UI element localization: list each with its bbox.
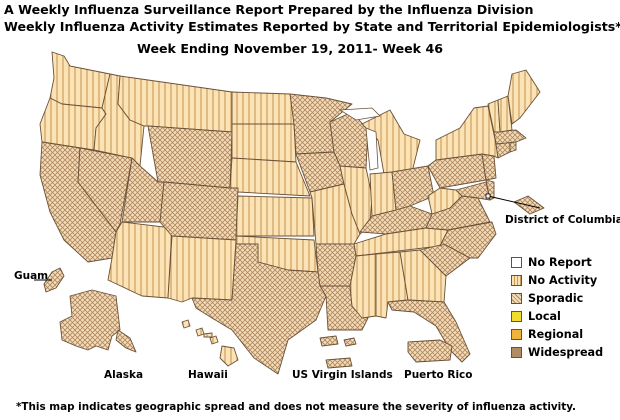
state-north-dakota	[231, 91, 295, 125]
territory-hawaii-oahu	[195, 327, 205, 337]
legend-item-local: Local	[511, 307, 603, 325]
local-swatch	[511, 310, 522, 322]
week-label: Week Ending November 19, 2011- Week 46	[137, 41, 443, 56]
state-texas	[191, 243, 327, 375]
state-wyoming	[147, 125, 233, 189]
state-new-york	[435, 105, 499, 161]
legend-item-widespread: Widespread	[511, 343, 603, 361]
label-puerto-rico: Puerto Rico	[404, 369, 473, 381]
lake-michigan	[365, 127, 379, 171]
state-kansas	[235, 195, 315, 237]
state-new-mexico	[167, 235, 237, 303]
state-new-hampshire	[497, 95, 513, 133]
lake-superior	[338, 107, 381, 121]
state-maryland	[455, 181, 491, 201]
state-massachusetts	[493, 129, 527, 145]
sporadic-swatch	[511, 292, 522, 304]
territory-hawaii-molokai	[203, 332, 213, 338]
legend-label: Widespread	[528, 345, 604, 359]
territory-hawaii-big	[219, 345, 239, 367]
territory-puerto-rico	[407, 339, 453, 363]
state-arkansas	[315, 243, 357, 287]
state-delaware	[485, 179, 495, 201]
map-legend: No Report No Activity Sporadic Local Reg…	[511, 253, 603, 361]
state-rhode-island	[509, 141, 517, 153]
territory-hawaii-kauai	[181, 319, 191, 329]
state-washington	[49, 51, 111, 109]
no-activity-swatch	[511, 274, 522, 286]
territory-guam	[43, 267, 65, 293]
state-colorado	[159, 181, 239, 241]
no-report-swatch	[511, 256, 522, 268]
legend-item-no-activity: No Activity	[511, 271, 603, 289]
state-michigan	[361, 109, 421, 175]
legend-item-no-report: No Report	[511, 253, 603, 271]
state-ohio	[391, 165, 435, 211]
state-maine	[507, 69, 541, 125]
report-subtitle: Weekly Influenza Activity Estimates Repo…	[4, 19, 620, 34]
legend-label: Sporadic	[528, 291, 584, 305]
state-georgia	[399, 249, 447, 303]
territory-usvi-1	[319, 335, 339, 347]
state-nebraska	[229, 157, 311, 197]
alaska-panhandle	[115, 329, 137, 353]
footnote: *This map indicates geographic spread an…	[16, 401, 576, 413]
label-usvi: US Virgin Islands	[292, 369, 393, 381]
report-title: A Weekly Influenza Surveillance Report P…	[4, 2, 534, 17]
legend-label: Local	[528, 309, 561, 323]
state-arizona	[107, 221, 173, 299]
dc-leader-line	[487, 195, 541, 209]
legend-label: No Activity	[528, 273, 598, 287]
legend-label: No Report	[528, 255, 592, 269]
state-connecticut	[495, 141, 511, 159]
legend-item-regional: Regional	[511, 325, 603, 343]
legend-label: Regional	[528, 327, 584, 341]
label-dc: District of Columbia	[505, 214, 620, 226]
label-hawaii: Hawaii	[188, 369, 228, 381]
label-alaska: Alaska	[104, 369, 144, 381]
label-guam: Guam	[14, 270, 49, 282]
territory-usvi-3	[325, 357, 353, 369]
widespread-swatch	[511, 346, 522, 358]
legend-item-sporadic: Sporadic	[511, 289, 603, 307]
territory-hawaii-maui	[209, 335, 219, 345]
territory-alaska	[59, 289, 121, 351]
state-indiana	[369, 171, 397, 217]
dc-marker	[485, 193, 491, 199]
state-south-dakota	[231, 123, 297, 163]
regional-swatch	[511, 328, 522, 340]
territory-usvi-2	[343, 337, 357, 347]
